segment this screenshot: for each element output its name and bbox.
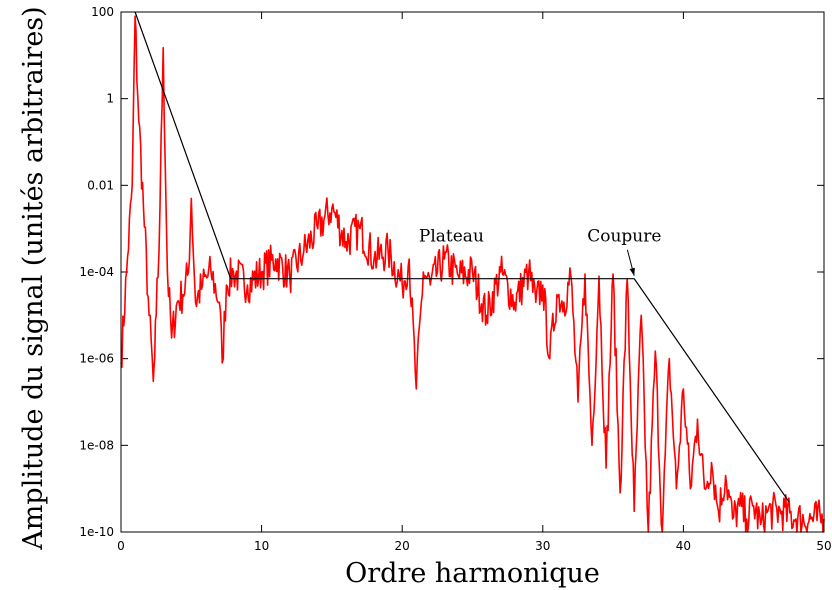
x-tick-label: 0 (117, 539, 125, 553)
plot-frame (120, 11, 825, 533)
y-tick-label: 1e-08 (79, 438, 114, 452)
x-tick-label: 40 (676, 539, 691, 553)
y-tick-label: 1 (106, 92, 114, 106)
annot-layer: Plateau Coupure (419, 227, 661, 276)
x-tick-label: 10 (254, 539, 269, 553)
series-layer (120, 11, 825, 533)
x-axis-title: Ordre harmonique (345, 558, 600, 589)
y-tick-label: 100 (91, 5, 114, 19)
y-axis-title: Amplitude du signal (unités arbitraires) (18, 6, 49, 550)
y-tick-label: 0.01 (87, 178, 114, 192)
y-tick-label: 1e-04 (79, 265, 114, 279)
y-tick-label: 1e-06 (79, 352, 114, 366)
ticks-layer: 0 10 20 30 40 50 1e-10 1e-08 1e-06 1e-04 0.01 1 100 (79, 5, 831, 553)
annotation-label: Plateau (419, 227, 484, 247)
x-tick-label: 20 (395, 539, 410, 553)
annotation-arrowhead (629, 267, 635, 276)
x-tick-label: 50 (816, 539, 831, 553)
signal-series-line (120, 15, 825, 533)
y-tick-label: 1e-10 (79, 525, 114, 539)
envelope-line (134, 11, 790, 503)
x-tick-label: 30 (535, 539, 550, 553)
annotation-label: Coupure (587, 227, 661, 247)
